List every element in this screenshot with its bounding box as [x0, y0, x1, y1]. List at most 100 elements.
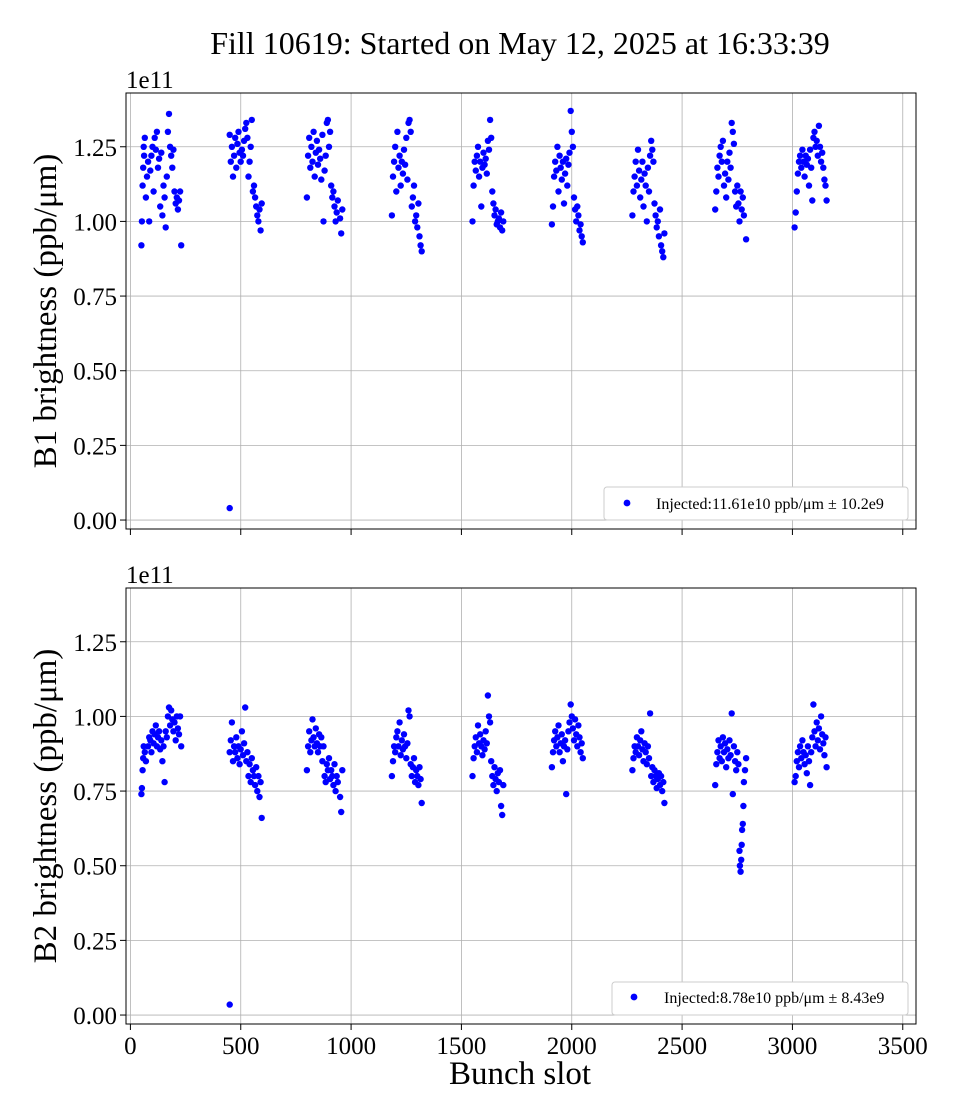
b1-data-point	[565, 161, 572, 168]
b1-data-point	[235, 128, 242, 135]
b1-data-point	[154, 164, 162, 171]
b2-data-point	[809, 734, 816, 741]
b2-data-point	[808, 749, 815, 756]
b1-data-point	[249, 188, 257, 195]
b1-data-point	[555, 188, 562, 195]
b1-data-point	[720, 182, 728, 189]
b1-data-point	[805, 182, 813, 189]
b1-data-point	[171, 188, 178, 195]
b2-data-point	[569, 725, 577, 732]
b1-data-point	[175, 197, 183, 204]
b2-data-point	[140, 743, 147, 750]
b2-data-point	[306, 728, 313, 735]
b2-legend-label: Injected:8.78e10 ppb/μm ± 8.43e9	[664, 990, 884, 1007]
b1-data-point	[497, 209, 505, 216]
b1-data-point	[246, 158, 253, 165]
b1-data-point	[162, 224, 169, 231]
b2-data-point	[404, 740, 411, 747]
b2-data-point	[258, 814, 265, 822]
b1-data-point	[317, 155, 324, 162]
b1-data-point	[794, 170, 802, 177]
b1-data-point	[806, 146, 814, 153]
b1-data-point	[392, 143, 399, 150]
b2-data-point	[389, 758, 397, 765]
b2-data-point	[232, 749, 239, 756]
b1-data-point	[328, 182, 335, 189]
b2-data-point	[400, 731, 408, 738]
b1-data-point	[417, 242, 424, 249]
figure-title: Fill 10619: Started on May 12, 2025 at 1…	[210, 25, 830, 61]
b1-data-point	[258, 200, 265, 207]
b1-data-point	[150, 188, 157, 195]
b1-data-point	[326, 128, 334, 135]
b1-data-point	[724, 158, 731, 165]
b2-data-point	[251, 781, 259, 789]
b2-data-point	[738, 826, 746, 834]
b1-data-point	[792, 209, 799, 216]
b1-data-point	[165, 110, 173, 118]
b1-data-point	[737, 188, 744, 195]
b2-data-point	[577, 749, 584, 756]
b1-legend-box	[603, 486, 909, 521]
b2-data-point	[661, 799, 668, 807]
b2-data-point	[500, 781, 507, 789]
b1-data-point	[257, 227, 264, 234]
b1-data-point	[574, 203, 581, 210]
b2-data-point	[240, 740, 248, 747]
b1-data-point	[654, 218, 661, 225]
b2-data-point	[556, 749, 563, 756]
b2-data-point	[253, 764, 260, 771]
b2-data-point	[416, 764, 423, 771]
b2-data-point	[172, 737, 179, 744]
b2-data-point	[488, 758, 495, 765]
b2-data-point	[152, 722, 159, 729]
b1-data-point	[157, 203, 164, 210]
b2-data-point	[645, 755, 653, 762]
b2-data-point	[178, 743, 185, 750]
b2-data-point	[804, 743, 812, 750]
b2-data-point	[802, 752, 809, 759]
b2-data-point	[555, 722, 562, 729]
b1-data-point	[243, 119, 250, 127]
b1-data-point	[478, 203, 485, 210]
b1-data-point	[661, 230, 668, 237]
b1-data-point	[332, 218, 339, 225]
b2-data-point	[794, 749, 802, 756]
b1-data-point	[799, 146, 806, 153]
b1-data-point	[164, 128, 172, 135]
b1-data-point	[153, 128, 161, 135]
b2-data-point	[244, 749, 251, 756]
b1-data-point	[485, 146, 493, 153]
b2-data-point	[312, 725, 319, 732]
b2-data-point	[176, 713, 184, 720]
b2-data-point	[791, 778, 798, 786]
b2-data-point	[803, 770, 810, 777]
b2-x-tick-label: 2000	[547, 1033, 597, 1060]
b2-data-point	[648, 772, 655, 780]
b1-data-point	[389, 173, 397, 180]
b2-data-point	[576, 734, 583, 741]
b1-data-point	[804, 155, 812, 162]
b1-scatter-points	[138, 107, 830, 512]
b1-data-point	[795, 158, 803, 165]
b2-y-axis-label: B2 brightness (ppb/μm)	[28, 649, 64, 964]
b1-data-point	[239, 152, 247, 159]
b1-data-point	[801, 173, 808, 180]
b2-data-point	[388, 772, 396, 780]
b1-data-point	[725, 176, 732, 183]
b1-data-point	[655, 233, 663, 240]
b2-data-point	[482, 728, 489, 735]
b1-data-point	[649, 146, 656, 153]
b2-data-point	[257, 778, 264, 786]
b1-data-point	[325, 143, 333, 150]
b2-data-point	[713, 761, 720, 768]
b2-y-tick-label: 0.75	[73, 779, 117, 806]
b2-data-point	[796, 743, 804, 750]
b1-data-point	[324, 116, 332, 124]
b1-data-point	[643, 218, 650, 225]
b2-data-point	[323, 761, 330, 768]
b1-scale-label: 1e11	[126, 67, 174, 94]
b2-data-point	[643, 761, 650, 768]
b1-data-point	[644, 164, 652, 171]
b2-data-point	[473, 749, 481, 756]
